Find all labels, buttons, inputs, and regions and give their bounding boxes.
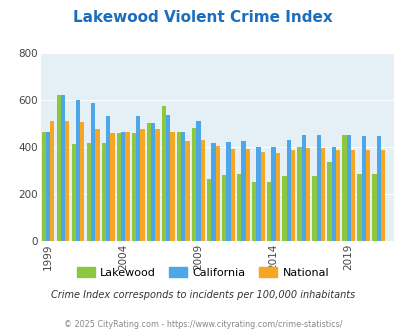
Bar [181, 132, 185, 241]
Bar [46, 132, 50, 241]
Bar [371, 174, 376, 241]
Bar [140, 129, 144, 241]
Bar [266, 182, 271, 241]
Bar [87, 143, 91, 241]
Text: © 2025 CityRating.com - https://www.cityrating.com/crime-statistics/: © 2025 CityRating.com - https://www.city… [64, 320, 341, 329]
Bar [241, 141, 245, 241]
Bar [376, 136, 380, 241]
Bar [290, 150, 294, 241]
Bar [237, 174, 241, 241]
Bar [326, 162, 331, 241]
Bar [207, 179, 211, 241]
Bar [222, 175, 226, 241]
Bar [166, 115, 170, 241]
Bar [162, 106, 166, 241]
Bar [177, 132, 181, 241]
Bar [226, 142, 230, 241]
Bar [305, 148, 309, 241]
Bar [200, 140, 204, 241]
Bar [185, 141, 189, 241]
Bar [65, 121, 69, 241]
Bar [320, 148, 324, 241]
Bar [61, 95, 65, 241]
Bar [42, 132, 46, 241]
Bar [230, 149, 234, 241]
Bar [132, 133, 136, 241]
Bar [271, 147, 275, 241]
Bar [252, 182, 256, 241]
Bar [95, 129, 99, 241]
Bar [380, 150, 384, 241]
Text: Lakewood Violent Crime Index: Lakewood Violent Crime Index [73, 10, 332, 25]
Bar [121, 132, 125, 241]
Bar [125, 132, 129, 241]
Bar [155, 129, 159, 241]
Bar [170, 132, 174, 241]
Bar [57, 95, 61, 241]
Bar [350, 150, 354, 241]
Bar [80, 122, 84, 241]
Bar [341, 135, 346, 241]
Bar [275, 153, 279, 241]
Bar [346, 135, 350, 241]
Bar [260, 151, 264, 241]
Bar [76, 100, 80, 241]
Bar [256, 147, 260, 241]
Bar [281, 176, 286, 241]
Bar [102, 143, 106, 241]
Bar [331, 147, 335, 241]
Bar [316, 135, 320, 241]
Bar [151, 123, 155, 241]
Bar [117, 133, 121, 241]
Bar [296, 147, 301, 241]
Bar [136, 116, 140, 241]
Bar [215, 146, 219, 241]
Bar [91, 103, 95, 241]
Bar [301, 135, 305, 241]
Bar [72, 145, 76, 241]
Bar [356, 174, 361, 241]
Bar [110, 133, 114, 241]
Bar [192, 128, 196, 241]
Bar [365, 150, 369, 241]
Text: Crime Index corresponds to incidents per 100,000 inhabitants: Crime Index corresponds to incidents per… [51, 290, 354, 300]
Bar [106, 116, 110, 241]
Bar [335, 150, 339, 241]
Bar [311, 176, 316, 241]
Bar [286, 140, 290, 241]
Legend: Lakewood, California, National: Lakewood, California, National [72, 263, 333, 282]
Bar [196, 121, 200, 241]
Bar [147, 123, 151, 241]
Bar [361, 136, 365, 241]
Bar [50, 121, 54, 241]
Bar [245, 149, 249, 241]
Bar [211, 143, 215, 241]
